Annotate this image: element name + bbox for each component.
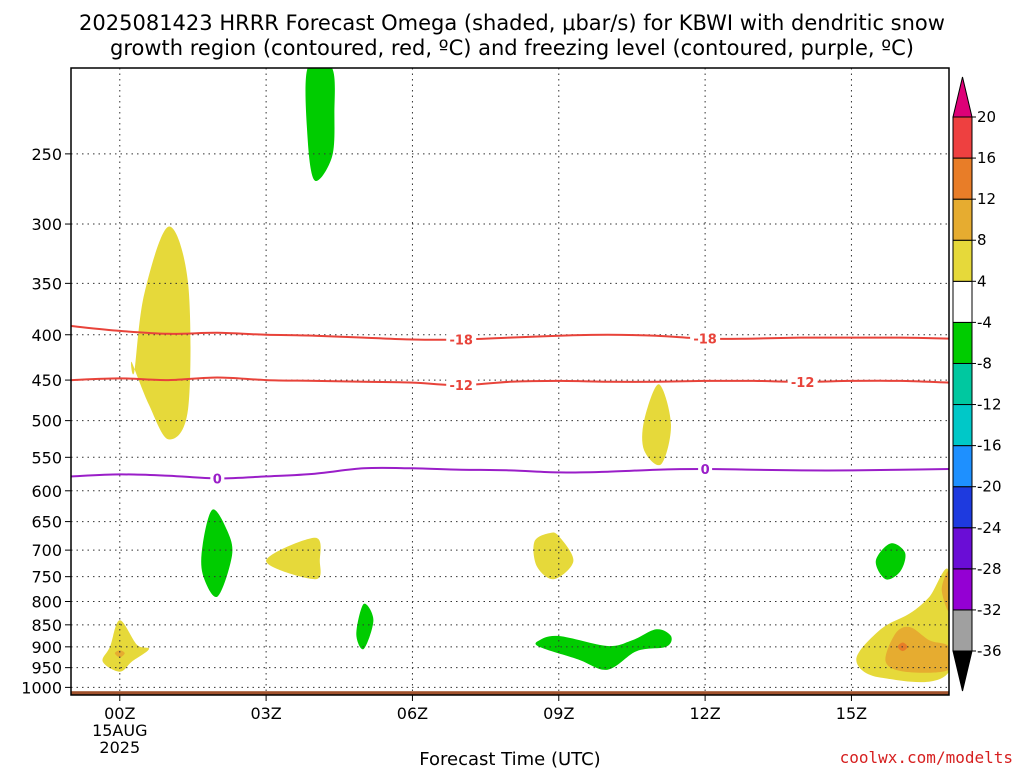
chart-title-line-1: 2025081423 HRRR Forecast Omega (shaded, … (79, 11, 945, 35)
contour-label: 0 (213, 472, 222, 487)
colorbar-label: -16 (977, 437, 1002, 455)
colorbar-label: 8 (977, 231, 987, 249)
colorbar-label: -36 (977, 642, 1002, 660)
omega-area-12 (356, 603, 374, 650)
plot-area: -18 -18 -12 -12 0 0 (70, 67, 950, 696)
terrain-band (71, 691, 949, 695)
omega-area-3 (266, 537, 321, 580)
contour-label-bg (446, 331, 477, 348)
y-tick-label: 900 (31, 638, 62, 657)
x-tick-label: 15AUG (92, 721, 147, 740)
colorbar-band (952, 198, 973, 241)
y-tick-label: 750 (31, 568, 62, 587)
plot-frame (70, 67, 950, 696)
temperature-contours: -18 -18 -12 -12 0 0 (71, 325, 949, 487)
contour-label: 0 (701, 463, 710, 478)
x-tick-label: 00Z (104, 704, 135, 723)
y-tick-label: 300 (31, 215, 62, 234)
colorbar: -36 -32 -28 -24 -20 -16 -12 -8 -4 4 8 12 16 20 (952, 76, 1002, 692)
y-tick-label: 800 (31, 593, 62, 612)
colorbar-label: -32 (977, 601, 1002, 619)
omega-area-7 (885, 626, 949, 673)
omega-shading (102, 68, 949, 683)
y-tick-label: 500 (31, 412, 62, 431)
x-tick-label: 03Z (250, 704, 281, 723)
contour-label-bg (787, 373, 818, 390)
colorbar-band (952, 609, 973, 652)
omega-area-2 (114, 650, 125, 658)
contour-label-bg (210, 470, 225, 487)
y-tick-label: 350 (31, 274, 62, 293)
omega-area-10 (305, 68, 335, 181)
colorbar-band (952, 568, 973, 611)
colorbar-label: 12 (977, 190, 996, 208)
contour-line--18 (71, 325, 949, 341)
omega-area-4 (642, 384, 672, 466)
colorbar-label: 16 (977, 149, 996, 167)
omega-area-14 (875, 543, 906, 580)
colorbar-band (952, 404, 973, 447)
colorbar-band (952, 116, 973, 159)
chart-title-line-2: growth region (contoured, red, ºC) and f… (110, 36, 914, 60)
colorbar-band (952, 486, 973, 529)
y-tick-label: 550 (31, 448, 62, 467)
colorbar-band (952, 321, 973, 364)
colorbar-label: -8 (977, 354, 992, 372)
y-tick-label: 400 (31, 326, 62, 345)
y-tick-label: 1000 (21, 678, 62, 697)
omega-area-13 (535, 629, 672, 670)
contour-label: -12 (791, 376, 815, 391)
x-tick-label: 09Z (543, 704, 574, 723)
y-tick-label: 850 (31, 616, 62, 635)
contour-label-bg (698, 461, 713, 478)
colorbar-label: -20 (977, 478, 1002, 496)
colorbar-band (952, 280, 973, 323)
colorbar-label: 20 (977, 108, 996, 126)
x-axis-label: Forecast Time (UTC) (419, 749, 600, 768)
contour-label: -12 (449, 379, 473, 394)
x-tick-label: 12Z (689, 704, 720, 723)
contour-label: -18 (449, 334, 473, 349)
omega-area-5 (533, 532, 574, 580)
x-tick-label: 15Z (836, 704, 867, 723)
contour-label-bg (690, 330, 721, 347)
colorbar-band (952, 362, 973, 406)
y-tick-label: 700 (31, 541, 62, 560)
terrain-fill (71, 691, 949, 695)
omega-area-8 (941, 570, 949, 612)
colorbar-band (952, 527, 973, 570)
colorbar-label: 4 (977, 272, 987, 290)
y-axis-ticks: 250 300 350 400 450 500 550 600 650 700 750 800 850 9… (21, 145, 71, 697)
y-tick-label: 250 (31, 145, 62, 164)
colorbar-label: -4 (977, 313, 992, 331)
contour-line-0 (71, 466, 949, 480)
colorbar-band (952, 445, 973, 488)
y-tick-label: 600 (31, 482, 62, 501)
contour-label: -18 (693, 333, 717, 348)
credit-text: coolwx.com/modelts (840, 748, 1013, 767)
colorbar-arrow-high (952, 76, 973, 118)
colorbar-label: -28 (977, 560, 1002, 578)
colorbar-label: -24 (977, 519, 1002, 537)
contour-label-bg (446, 377, 477, 394)
omega-area-11 (201, 509, 233, 598)
x-tick-label: 06Z (397, 704, 428, 723)
y-tick-label: 950 (31, 659, 62, 678)
colorbar-arrow-low (952, 650, 973, 692)
y-tick-label: 650 (31, 513, 62, 532)
colorbar-band (952, 239, 973, 282)
colorbar-label: -12 (977, 396, 1002, 414)
colorbar-band (952, 157, 973, 200)
x-tick-label: 2025 (99, 738, 140, 757)
omega-area-1 (102, 620, 150, 672)
y-tick-label: 450 (31, 371, 62, 390)
